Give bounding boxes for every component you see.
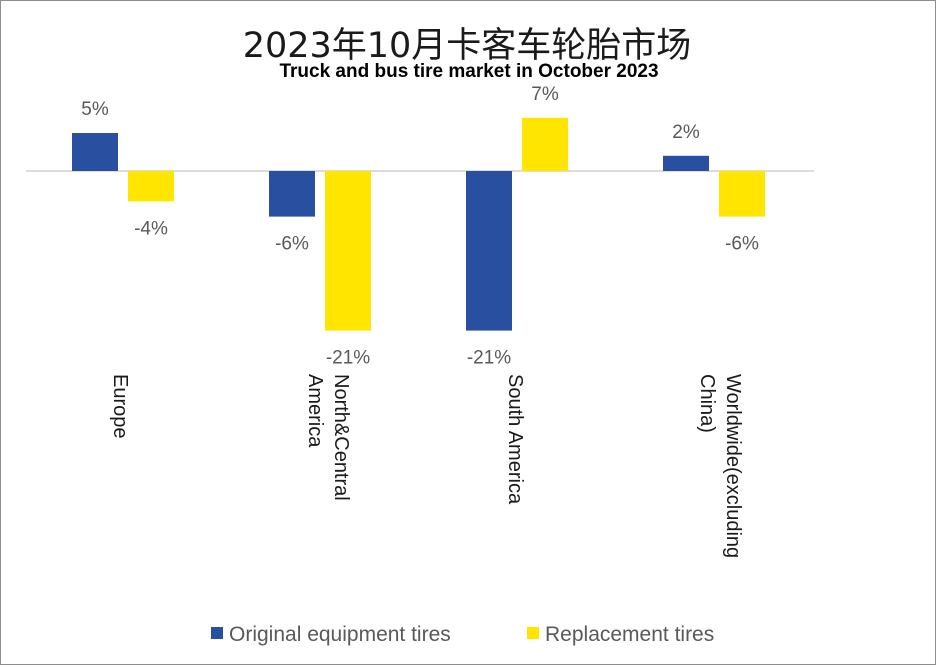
category-label: Europe: [109, 374, 131, 439]
bar-replacement-2: [522, 117, 568, 171]
legend: Original equipment tires Replacement tire…: [211, 623, 714, 646]
data-label: 2%: [672, 122, 700, 143]
bar-replacement-3: [719, 171, 765, 217]
category-label: China): [696, 374, 718, 433]
legend-label: Replacement tires: [545, 623, 714, 646]
bar-replacement-1: [325, 171, 371, 331]
chart-subtitle: Truck and bus tire market in October 202…: [279, 61, 658, 82]
data-label: 5%: [81, 99, 109, 120]
data-labels-group: 5% -6% -21% 2% -4% -21% 7% -6%: [81, 84, 759, 369]
bar-original-equipment-2: [466, 171, 512, 331]
category-label: South America: [504, 374, 526, 505]
data-label: -21%: [467, 348, 511, 369]
legend-swatch-replacement: [527, 627, 539, 639]
data-label: -21%: [326, 348, 370, 369]
data-label: 7%: [531, 84, 559, 105]
category-label: America: [304, 374, 326, 448]
category-label: Worldwide(excluding: [722, 374, 744, 558]
chart-title: 2023年10月卡客车轮胎市场: [243, 26, 692, 66]
bar-original-equipment-0: [72, 133, 118, 171]
data-label: -6%: [725, 234, 759, 255]
legend-swatch-original-equipment: [211, 627, 223, 639]
bar-original-equipment-3: [663, 155, 709, 171]
legend-label: Original equipment tires: [229, 623, 451, 646]
bar-replacement-0: [128, 171, 174, 202]
data-label: -6%: [275, 234, 309, 255]
data-label: -4%: [134, 218, 168, 239]
category-label: North&Central: [330, 374, 352, 501]
bar-original-equipment-1: [269, 171, 315, 217]
bars-group: [72, 117, 765, 331]
